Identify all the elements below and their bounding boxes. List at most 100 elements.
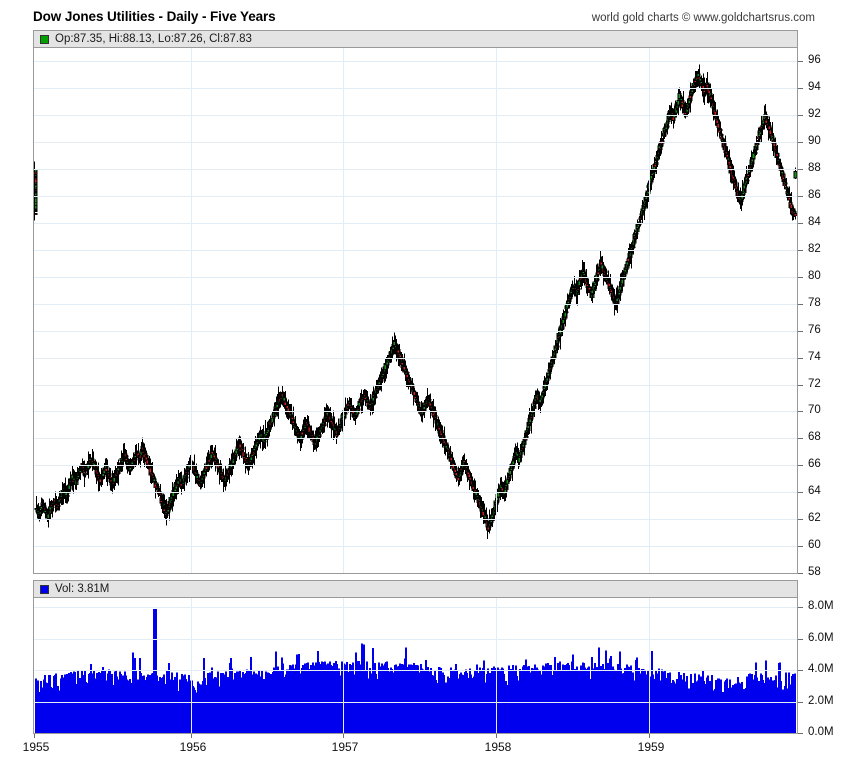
price-tick-label: 66: [808, 458, 821, 470]
x-tick-label: 1958: [484, 740, 512, 754]
price-tick-mark: [798, 411, 803, 412]
volume-tick-mark: [798, 607, 803, 608]
price-tick-mark: [798, 465, 803, 466]
price-tick-mark: [798, 573, 803, 574]
volume-legend-bar: Vol: 3.81M: [34, 581, 797, 598]
price-gridline: [34, 196, 797, 197]
x-tick-mark: [496, 734, 497, 738]
price-tick-label: 86: [808, 189, 821, 201]
volume-tick-label: 2.0M: [808, 695, 834, 707]
price-tick-label: 68: [808, 431, 821, 443]
price-gridline: [34, 411, 797, 412]
volume-tick-label: 8.0M: [808, 600, 834, 612]
price-ohlc-readout: Op:87.35, Hi:88.13, Lo:87.26, Cl:87.83: [55, 33, 252, 45]
volume-series: [35, 608, 796, 733]
price-year-gridline: [191, 48, 192, 573]
volume-gridline: [34, 607, 797, 608]
price-tick-label: 74: [808, 351, 821, 363]
volume-legend-swatch-icon: [40, 584, 49, 594]
price-tick-mark: [798, 142, 803, 143]
price-tick-mark: [798, 115, 803, 116]
price-gridline: [34, 142, 797, 143]
candlestick-series: [34, 64, 797, 540]
volume-tick-mark: [798, 733, 803, 734]
price-gridline: [34, 358, 797, 359]
price-tick-label: 88: [808, 162, 821, 174]
volume-gridline: [34, 670, 797, 671]
price-tick-label: 76: [808, 324, 821, 336]
price-gridline: [34, 331, 797, 332]
price-tick-label: 90: [808, 135, 821, 147]
volume-gridline: [34, 639, 797, 640]
price-gridline: [34, 223, 797, 224]
price-legend-swatch-icon: [40, 34, 49, 44]
price-tick-label: 84: [808, 216, 821, 228]
x-tick-mark: [649, 734, 650, 738]
price-gridline: [34, 546, 797, 547]
price-tick-mark: [798, 331, 803, 332]
price-tick-mark: [798, 277, 803, 278]
volume-gridline: [34, 702, 797, 703]
price-tick-label: 58: [808, 566, 821, 578]
price-tick-mark: [798, 169, 803, 170]
price-gridline: [34, 169, 797, 170]
price-tick-mark: [798, 61, 803, 62]
volume-year-gridline: [649, 598, 650, 733]
price-gridline: [34, 465, 797, 466]
page-title: Dow Jones Utilities - Daily - Five Years: [33, 9, 276, 24]
price-tick-mark: [798, 358, 803, 359]
volume-tick-mark: [798, 702, 803, 703]
price-year-gridline: [343, 48, 344, 573]
price-tick-label: 82: [808, 243, 821, 255]
x-tick-label: 1956: [179, 740, 207, 754]
price-tick-label: 64: [808, 485, 821, 497]
price-gridline: [34, 519, 797, 520]
price-gridline: [34, 385, 797, 386]
volume-plot-area: [34, 598, 797, 733]
price-gridline: [34, 88, 797, 89]
price-tick-mark: [798, 546, 803, 547]
price-tick-mark: [798, 304, 803, 305]
price-tick-label: 94: [808, 81, 821, 93]
price-tick-label: 70: [808, 404, 821, 416]
price-year-gridline: [496, 48, 497, 573]
price-panel: [33, 30, 798, 574]
price-tick-mark: [798, 250, 803, 251]
volume-tick-mark: [798, 670, 803, 671]
price-gridline: [34, 61, 797, 62]
price-year-gridline: [649, 48, 650, 573]
x-tick-label: 1957: [331, 740, 359, 754]
price-tick-label: 96: [808, 54, 821, 66]
volume-tick-label: 6.0M: [808, 632, 834, 644]
price-tick-mark: [798, 196, 803, 197]
volume-tick-label: 0.0M: [808, 726, 834, 738]
price-tick-mark: [798, 492, 803, 493]
volume-year-gridline: [343, 598, 344, 733]
price-tick-label: 78: [808, 297, 821, 309]
price-legend-bar: Op:87.35, Hi:88.13, Lo:87.26, Cl:87.83: [34, 31, 797, 48]
price-tick-label: 62: [808, 512, 821, 524]
x-tick-mark: [343, 734, 344, 738]
volume-readout: Vol: 3.81M: [55, 583, 110, 595]
price-tick-mark: [798, 385, 803, 386]
price-plot-area: [34, 48, 797, 573]
price-gridline: [34, 115, 797, 116]
x-tick-label: 1955: [22, 740, 50, 754]
copyright-notice: world gold charts © www.goldchartsrus.co…: [591, 12, 815, 24]
price-tick-mark: [798, 88, 803, 89]
price-gridline: [34, 438, 797, 439]
price-gridline: [34, 492, 797, 493]
price-tick-mark: [798, 223, 803, 224]
price-tick-label: 72: [808, 378, 821, 390]
x-tick-label: 1959: [637, 740, 665, 754]
price-tick-label: 80: [808, 270, 821, 282]
price-tick-label: 60: [808, 539, 821, 551]
price-tick-mark: [798, 519, 803, 520]
x-tick-mark: [191, 734, 192, 738]
price-gridline: [34, 304, 797, 305]
volume-year-gridline: [496, 598, 497, 733]
volume-tick-label: 4.0M: [808, 663, 834, 675]
price-tick-label: 92: [808, 108, 821, 120]
volume-tick-mark: [798, 639, 803, 640]
